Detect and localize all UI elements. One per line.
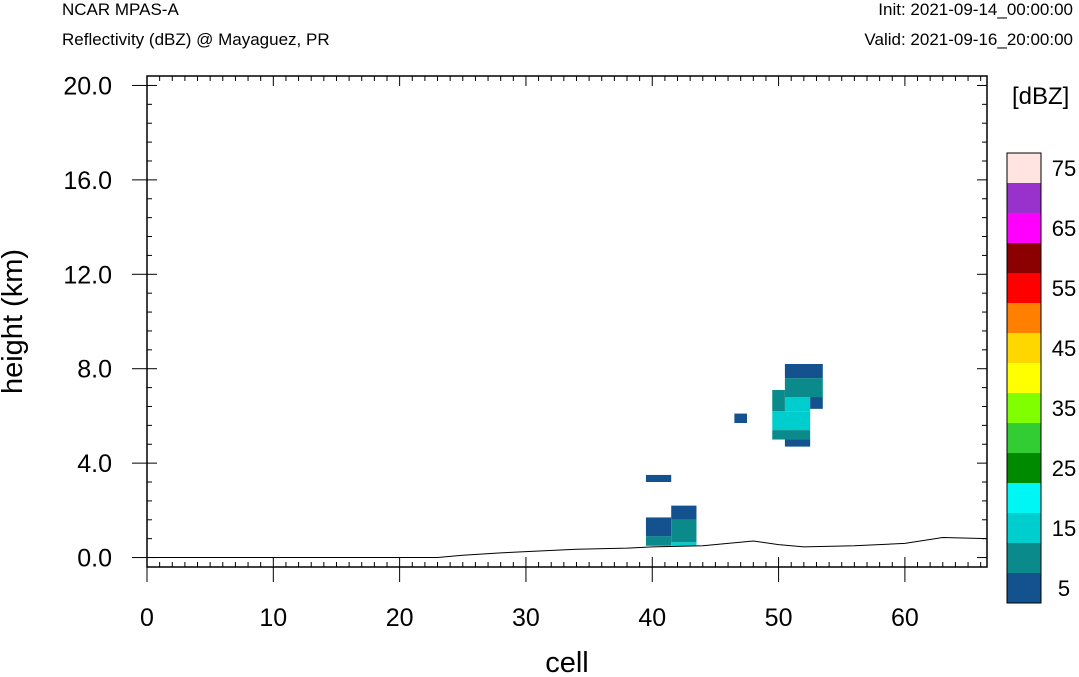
colorbar: 5 15 25 35 45 55 65 75 [1006, 152, 1076, 604]
y-tick-label: 8.0 [77, 356, 112, 384]
y-tick-label: 12.0 [63, 261, 112, 289]
valid-time: Valid: 2021-09-16_20:00:00 [864, 30, 1073, 49]
x-tick-label: 30 [512, 604, 540, 632]
colorbar-swatch [1007, 423, 1041, 453]
reflectivity-cell [784, 378, 823, 398]
colorbar-swatch [1007, 183, 1041, 213]
colorbar-swatch [1007, 213, 1041, 243]
colorbar-swatch [1007, 453, 1041, 483]
x-tick-label: 40 [638, 604, 666, 632]
colorbar-tick-label: 5 [1058, 576, 1070, 601]
terrain-line [147, 536, 988, 559]
colorbar-swatch [1007, 513, 1041, 543]
colorbar-tick-label: 45 [1052, 336, 1076, 361]
axis-ticks [132, 76, 987, 582]
reflectivity-cell [671, 505, 697, 520]
x-tick-label: 20 [386, 604, 414, 632]
x-tick-labels: 0 10 20 30 40 50 60 [140, 604, 919, 632]
reflectivity-cell [734, 413, 747, 424]
colorbar-tick-label: 25 [1052, 456, 1076, 481]
x-tick-label: 50 [765, 604, 793, 632]
y-tick-label: 0.0 [77, 545, 112, 573]
colorbar-tick-label: 65 [1052, 216, 1076, 241]
reflectivity-cells [645, 363, 823, 546]
colorbar-swatch [1007, 573, 1041, 603]
colorbar-tick-label: 35 [1052, 396, 1076, 421]
reflectivity-cell [671, 519, 697, 543]
colorbar-swatch [1007, 303, 1041, 333]
reflectivity-cell [810, 397, 823, 409]
x-axis-label: cell [545, 647, 589, 677]
x-tick-label: 0 [140, 604, 154, 632]
field-subtitle: Reflectivity (dBZ) @ Mayaguez, PR [62, 30, 330, 49]
init-time: Init: 2021-09-14_00:00:00 [878, 0, 1073, 19]
colorbar-swatch [1007, 273, 1041, 303]
reflectivity-cell [772, 389, 785, 412]
colorbar-swatch [1007, 153, 1041, 183]
colorbar-swatch [1007, 363, 1041, 393]
colorbar-frame [1006, 152, 1042, 604]
colorbar-swatch [1007, 483, 1041, 513]
y-axis-label: height (km) [0, 249, 29, 394]
colorbar-tick-label: 55 [1052, 276, 1076, 301]
y-tick-label: 20.0 [63, 72, 112, 100]
y-tick-labels: 0.0 4.0 8.0 12.0 16.0 20.0 [63, 72, 112, 572]
reflectivity-cell [784, 397, 811, 412]
x-tick-label: 10 [259, 604, 287, 632]
plot-frame [146, 75, 988, 568]
colorbar-unit-label: [dBZ] [1012, 83, 1069, 110]
colorbar-swatch [1007, 543, 1041, 573]
colorbar-tick-label: 15 [1052, 516, 1076, 541]
colorbar-swatch [1007, 243, 1041, 273]
reflectivity-cell [645, 474, 672, 483]
reflectivity-cell [645, 517, 672, 537]
terrain [147, 536, 988, 559]
reflectivity-cell [784, 439, 811, 447]
reflectivity-cell [772, 430, 811, 440]
colorbar-tick-label: 75 [1052, 156, 1076, 181]
y-tick-label: 4.0 [77, 450, 112, 478]
colorbar-swatch [1007, 333, 1041, 363]
reflectivity-cell [671, 542, 697, 546]
colorbar-swatch [1007, 393, 1041, 423]
reflectivity-cell [645, 536, 672, 546]
reflectivity-cell [772, 411, 811, 431]
x-tick-label: 60 [891, 604, 919, 632]
y-tick-label: 16.0 [63, 167, 112, 195]
reflectivity-cell [784, 363, 823, 379]
model-title: NCAR MPAS-A [62, 0, 179, 19]
